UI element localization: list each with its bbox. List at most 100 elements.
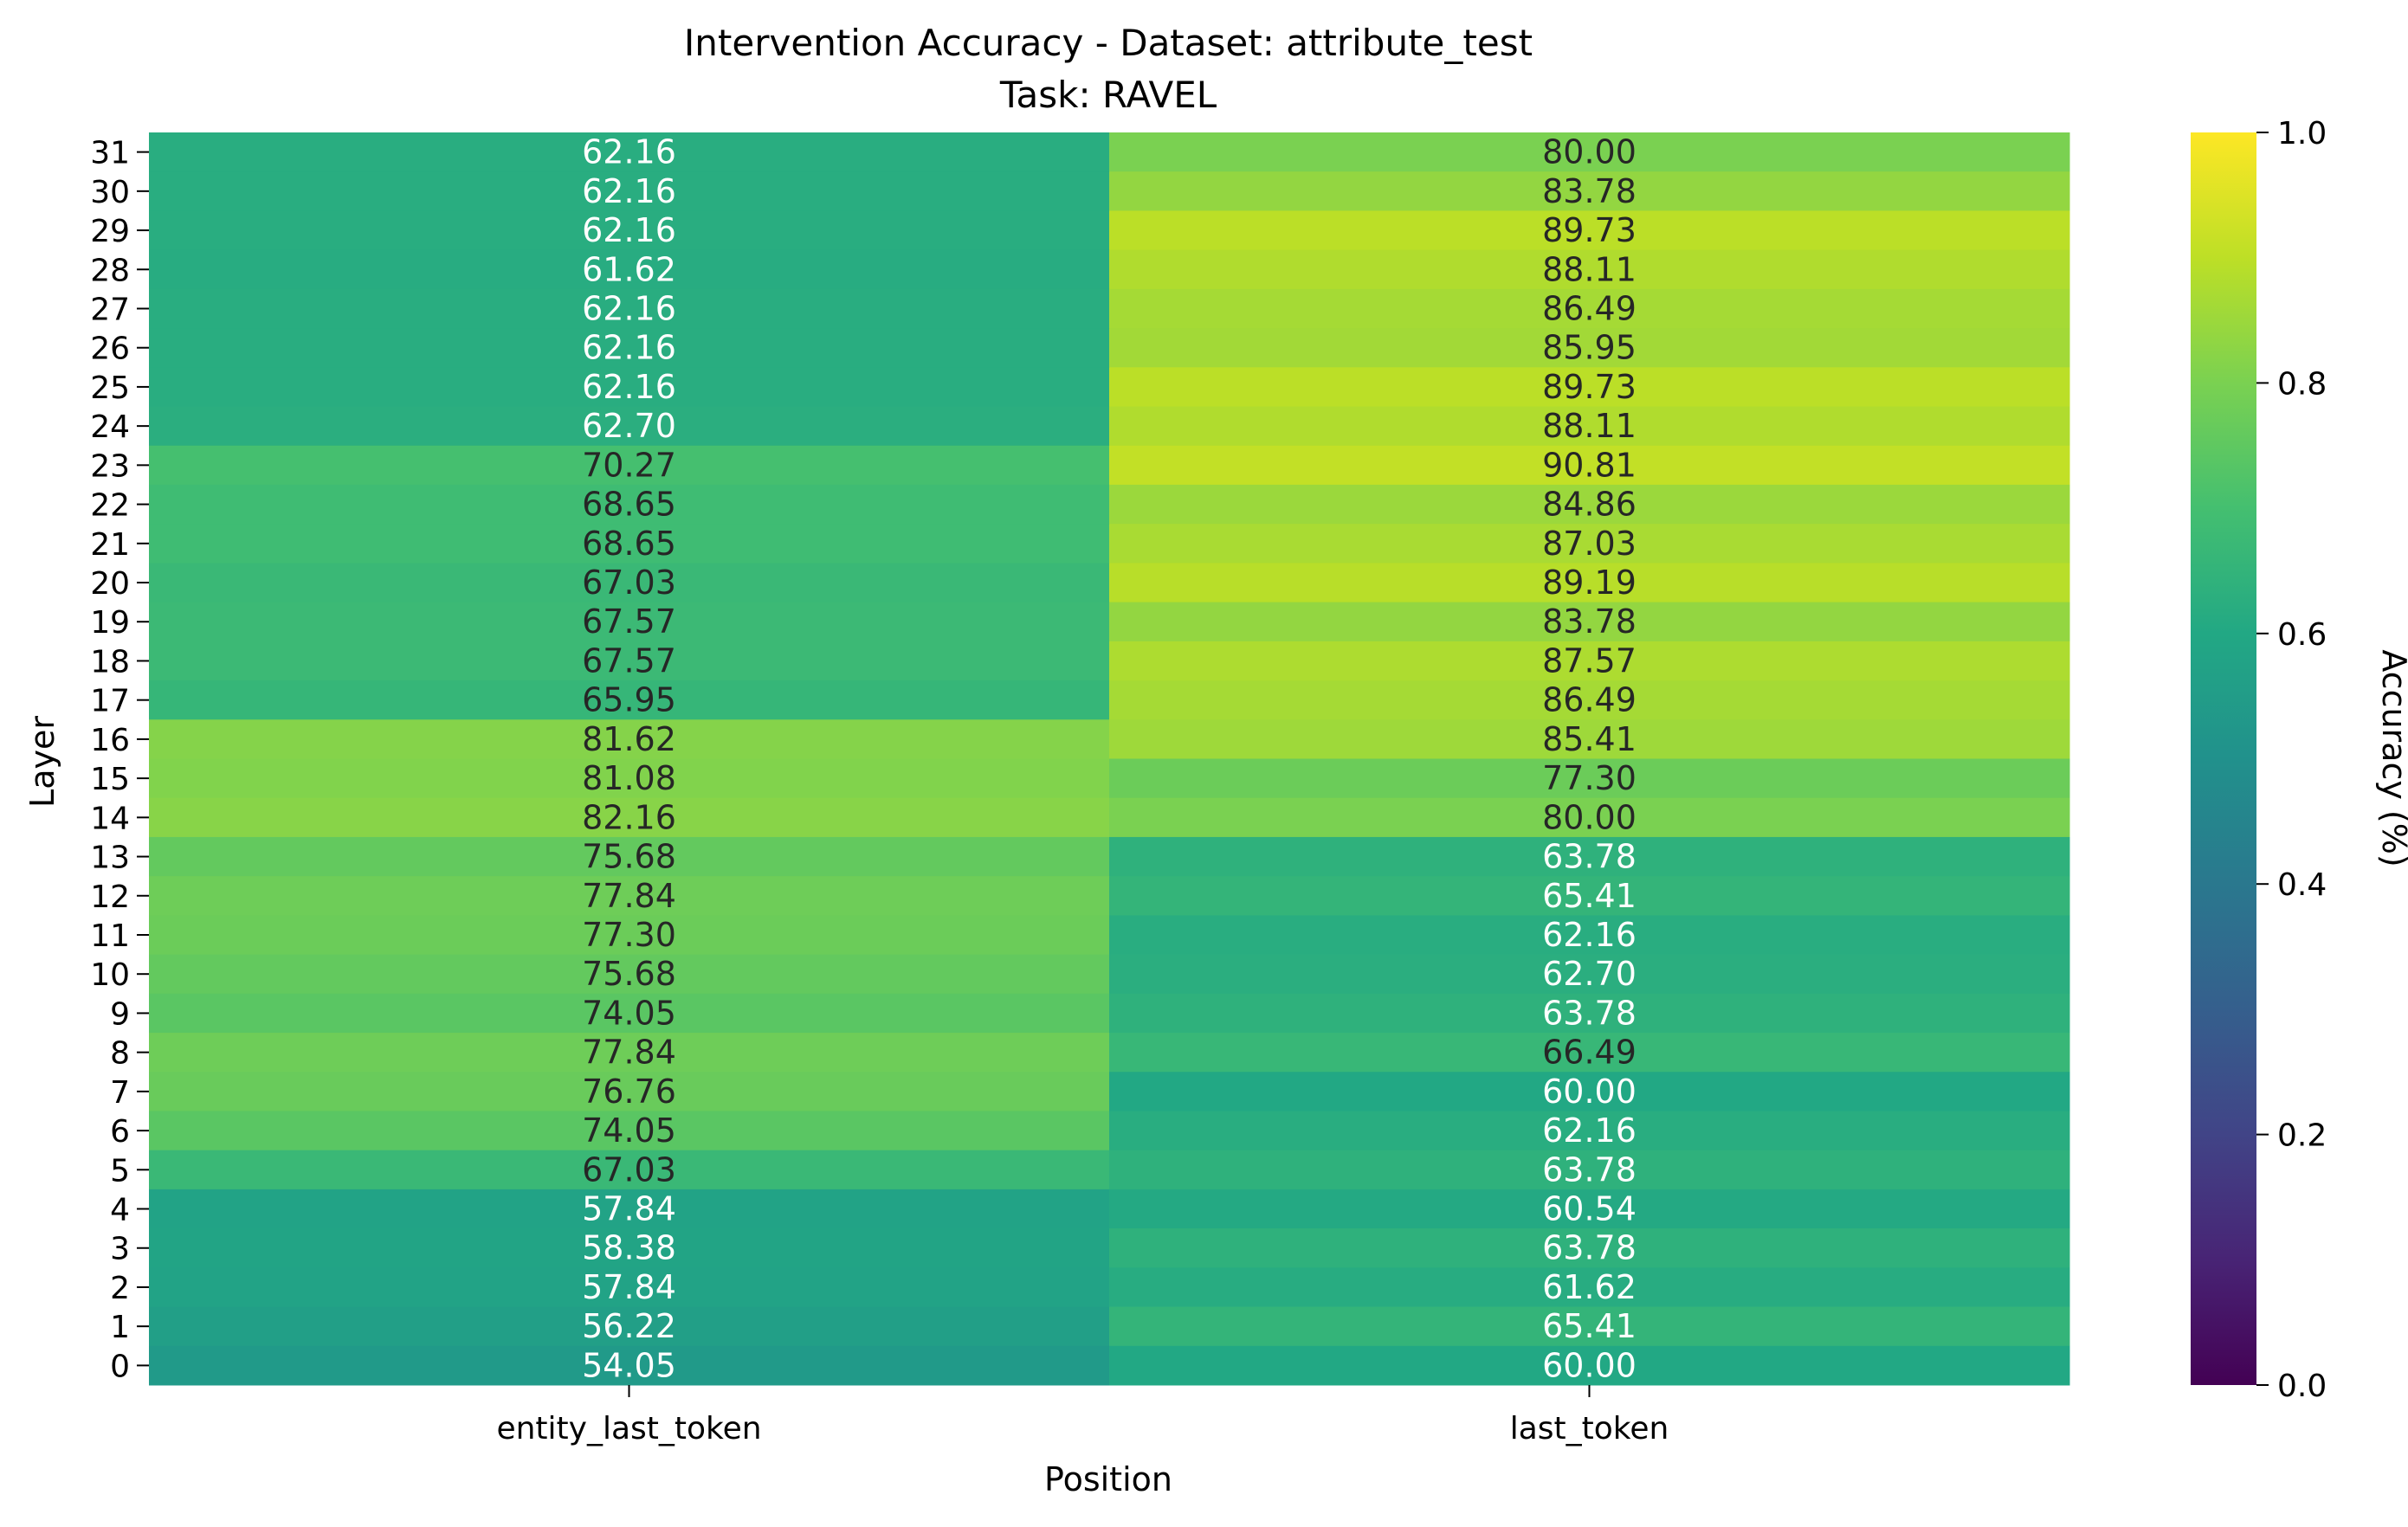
heatmap-cell bbox=[149, 1033, 1110, 1073]
heatmap-cell bbox=[1109, 563, 2070, 603]
heatmap-cell bbox=[1109, 641, 2070, 681]
cell-value-label: 65.41 bbox=[1542, 877, 1637, 915]
y-tick-label: 25 bbox=[90, 370, 130, 406]
cell-value-label: 62.70 bbox=[1542, 955, 1637, 993]
y-tick-label: 22 bbox=[90, 488, 130, 524]
cell-value-label: 83.78 bbox=[1542, 172, 1637, 210]
heatmap-cell bbox=[1109, 1189, 2070, 1229]
y-tick-label: 4 bbox=[110, 1193, 130, 1228]
cell-value-label: 62.16 bbox=[582, 289, 676, 327]
heatmap-cell bbox=[1109, 1150, 2070, 1190]
cell-value-label: 63.78 bbox=[1542, 994, 1637, 1032]
colorbar-tick-label: 0.8 bbox=[2277, 366, 2327, 402]
cell-value-label: 61.62 bbox=[1542, 1268, 1637, 1306]
heatmap-cell bbox=[1109, 288, 2070, 329]
cell-value-label: 83.78 bbox=[1542, 602, 1637, 641]
heatmap-cell-labels: 62.16 80.00 62.16 83.78 62.16 89.73 61.62 88.11… bbox=[582, 133, 1637, 1385]
cell-value-label: 62.16 bbox=[582, 133, 676, 171]
heatmap-cell bbox=[149, 641, 1110, 681]
heatmap-cell bbox=[149, 288, 1110, 329]
y-tick-label: 0 bbox=[110, 1349, 130, 1384]
heatmap-cell bbox=[149, 1150, 1110, 1190]
cell-value-label: 80.00 bbox=[1542, 798, 1637, 836]
colorbar-tick-label: 0.0 bbox=[2277, 1369, 2327, 1404]
cell-value-label: 57.84 bbox=[582, 1268, 676, 1306]
cell-value-label: 62.16 bbox=[582, 211, 676, 249]
heatmap-cell bbox=[1109, 171, 2070, 211]
heatmap-cell bbox=[1109, 1228, 2070, 1268]
heatmap-cell bbox=[1109, 445, 2070, 486]
cell-value-label: 58.38 bbox=[582, 1229, 676, 1267]
heatmap-cell bbox=[149, 1345, 1110, 1386]
heatmap-cell bbox=[1109, 876, 2070, 916]
heatmap-cell bbox=[149, 1111, 1110, 1151]
heatmap-cell bbox=[149, 484, 1110, 525]
heatmap-cell bbox=[1109, 1072, 2070, 1111]
cell-value-label: 89.73 bbox=[1542, 211, 1637, 249]
x-tick-label: last_token bbox=[1510, 1411, 1669, 1446]
heatmap-cell bbox=[149, 954, 1110, 995]
y-tick-label: 23 bbox=[90, 448, 130, 484]
heatmap-cell bbox=[149, 563, 1110, 603]
y-tick-label: 20 bbox=[90, 566, 130, 602]
cell-value-label: 60.54 bbox=[1542, 1190, 1637, 1228]
heatmap-cell bbox=[149, 132, 1110, 172]
cell-value-label: 65.95 bbox=[582, 681, 676, 719]
colorbar-tick-label: 0.6 bbox=[2277, 617, 2327, 653]
cell-value-label: 56.22 bbox=[582, 1307, 676, 1345]
cell-value-label: 86.49 bbox=[1542, 289, 1637, 327]
heatmap-cell bbox=[1109, 249, 2070, 290]
heatmap-cell bbox=[149, 797, 1110, 838]
cell-value-label: 62.16 bbox=[582, 329, 676, 367]
heatmap-cell bbox=[149, 680, 1110, 720]
cell-value-label: 88.11 bbox=[1542, 407, 1637, 445]
heatmap-cell bbox=[149, 1267, 1110, 1308]
heatmap-cell bbox=[149, 836, 1110, 877]
y-tick-label: 17 bbox=[90, 684, 130, 719]
cell-value-label: 88.11 bbox=[1542, 250, 1637, 288]
cell-value-label: 75.68 bbox=[582, 955, 676, 993]
heatmap-cell bbox=[1109, 1267, 2070, 1308]
x-axis-ticks: entity_last_token last_token bbox=[496, 1385, 1669, 1446]
y-tick-label: 13 bbox=[90, 841, 130, 876]
x-axis-label: Position bbox=[1044, 1460, 1172, 1498]
heatmap-cell bbox=[149, 1306, 1110, 1347]
cell-value-label: 61.62 bbox=[582, 250, 676, 288]
colorbar-gradient bbox=[2191, 132, 2256, 1385]
heatmap-cell bbox=[149, 915, 1110, 956]
cell-value-label: 67.03 bbox=[582, 1150, 676, 1189]
y-tick-label: 21 bbox=[90, 527, 130, 563]
y-tick-label: 5 bbox=[110, 1153, 130, 1189]
heatmap-cell bbox=[1109, 993, 2070, 1034]
heatmap-cell bbox=[1109, 680, 2070, 720]
y-tick-label: 2 bbox=[110, 1271, 130, 1306]
cell-value-label: 75.68 bbox=[582, 838, 676, 876]
y-tick-label: 31 bbox=[90, 136, 130, 171]
y-axis-ticks: 3130292827262524232221201918171615141312… bbox=[90, 136, 149, 1384]
heatmap-cell bbox=[149, 171, 1110, 211]
heatmap-cell bbox=[1109, 1306, 2070, 1347]
y-tick-label: 26 bbox=[90, 332, 130, 367]
cell-value-label: 77.84 bbox=[582, 877, 676, 915]
colorbar: 0.0 0.2 0.4 0.6 0.8 1.0 Accuracy (%) bbox=[2191, 116, 2408, 1404]
chart-subtitle: Task: RAVEL bbox=[999, 74, 1217, 116]
colorbar-tick-label: 1.0 bbox=[2277, 116, 2327, 151]
heatmap-cell bbox=[1109, 719, 2070, 759]
cell-value-label: 84.86 bbox=[1542, 486, 1637, 524]
heatmap-cell bbox=[1109, 954, 2070, 995]
cell-value-label: 57.84 bbox=[582, 1190, 676, 1228]
cell-value-label: 68.65 bbox=[582, 525, 676, 563]
heatmap-cell bbox=[149, 1072, 1110, 1111]
y-tick-label: 7 bbox=[110, 1075, 130, 1111]
y-tick-label: 24 bbox=[90, 409, 130, 445]
cell-value-label: 82.16 bbox=[582, 798, 676, 836]
y-tick-label: 27 bbox=[90, 292, 130, 327]
y-tick-label: 8 bbox=[110, 1036, 130, 1072]
cell-value-label: 67.57 bbox=[582, 602, 676, 641]
y-tick-label: 30 bbox=[90, 175, 130, 210]
cell-value-label: 70.27 bbox=[582, 446, 676, 484]
heatmap-cell bbox=[1109, 367, 2070, 408]
cell-value-label: 62.16 bbox=[582, 172, 676, 210]
